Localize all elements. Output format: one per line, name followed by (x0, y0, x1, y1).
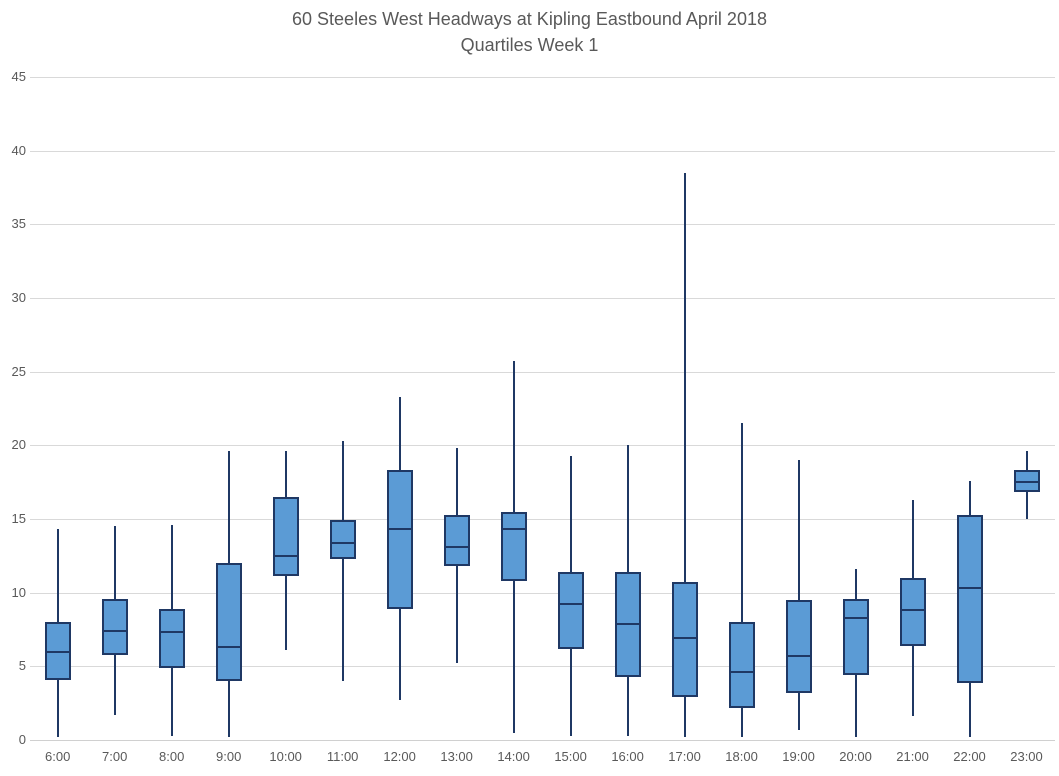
median-11:00 (329, 541, 356, 544)
gridline-15 (30, 519, 1055, 520)
x-tick-label-18:00: 18:00 (725, 749, 758, 764)
median-18:00 (728, 671, 755, 674)
box-10:00 (272, 496, 299, 577)
y-tick-label-20: 20 (11, 437, 26, 453)
y-tick-label-10: 10 (11, 584, 26, 600)
box-15:00 (557, 572, 584, 649)
box-14:00 (500, 511, 527, 581)
chart-title: 60 Steeles West Headways at Kipling East… (0, 6, 1059, 58)
x-tick-label-14:00: 14:00 (497, 749, 530, 764)
x-tick-label-8:00: 8:00 (159, 749, 185, 764)
box-21:00 (899, 577, 926, 646)
whisker-19:00 (797, 460, 800, 730)
x-tick-label-19:00: 19:00 (782, 749, 815, 764)
box-8:00 (158, 608, 185, 668)
box-7:00 (101, 598, 128, 655)
x-tick-label-22:00: 22:00 (953, 749, 986, 764)
median-17:00 (671, 637, 698, 640)
x-tick-label-15:00: 15:00 (554, 749, 587, 764)
x-tick-label-20:00: 20:00 (839, 749, 872, 764)
y-tick-label-45: 45 (11, 69, 26, 84)
x-tick-label-10:00: 10:00 (269, 749, 302, 764)
gridline-5 (30, 666, 1055, 668)
gridline-25 (30, 371, 1055, 373)
x-tick-label-11:00: 11:00 (326, 749, 359, 764)
median-16:00 (614, 622, 641, 625)
x-tick-label-23:00: 23:00 (1010, 749, 1043, 764)
y-tick-label-5: 5 (18, 658, 26, 674)
y-tick-label-40: 40 (11, 142, 26, 158)
box-12:00 (386, 470, 413, 609)
median-19:00 (785, 655, 812, 658)
y-tick-label-30: 30 (11, 290, 26, 305)
median-9:00 (215, 646, 242, 649)
x-tick-label-6:00: 6:00 (45, 749, 71, 764)
median-23:00 (1013, 481, 1040, 484)
x-tick-label-21:00: 21:00 (896, 749, 929, 764)
median-21:00 (899, 609, 926, 612)
box-9:00 (215, 563, 242, 682)
median-20:00 (842, 616, 869, 619)
x-tick-label-13:00: 13:00 (440, 749, 473, 764)
gridline-45 (30, 77, 1055, 78)
box-11:00 (329, 520, 356, 559)
chart-title-line1: 60 Steeles West Headways at Kipling East… (292, 9, 767, 29)
whisker-17:00 (683, 172, 686, 738)
gridline-20 (30, 445, 1055, 447)
x-tick-label-12:00: 12:00 (383, 749, 416, 764)
box-13:00 (443, 514, 470, 567)
whisker-11:00 (341, 440, 344, 682)
y-tick-label-25: 25 (11, 363, 26, 379)
median-7:00 (101, 629, 128, 632)
median-6:00 (44, 650, 71, 653)
y-tick-label-0: 0 (18, 732, 26, 747)
median-14:00 (500, 528, 527, 531)
x-tick-label-16:00: 16:00 (611, 749, 644, 764)
chart-title-line2: Quartiles Week 1 (460, 35, 599, 55)
median-12:00 (386, 528, 413, 531)
gridline-30 (30, 298, 1055, 299)
median-13:00 (443, 545, 470, 548)
box-20:00 (842, 598, 869, 676)
y-tick-label-35: 35 (11, 216, 26, 232)
gridline-35 (30, 224, 1055, 226)
y-tick-label-15: 15 (11, 511, 26, 526)
gridline-10 (30, 592, 1055, 594)
x-tick-label-17:00: 17:00 (668, 749, 701, 764)
x-axis-line (30, 740, 1055, 741)
whisker-18:00 (740, 423, 743, 738)
gridline-40 (30, 150, 1055, 152)
median-15:00 (557, 603, 584, 606)
median-22:00 (956, 587, 983, 590)
median-10:00 (272, 554, 299, 557)
x-tick-label-9:00: 9:00 (216, 749, 242, 764)
box-18:00 (728, 622, 755, 708)
box-17:00 (671, 582, 698, 698)
box-22:00 (956, 514, 983, 683)
box-19:00 (785, 600, 812, 693)
x-tick-label-7:00: 7:00 (102, 749, 128, 764)
median-8:00 (158, 631, 185, 634)
